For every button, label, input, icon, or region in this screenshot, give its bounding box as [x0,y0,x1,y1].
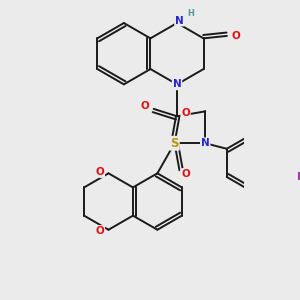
Text: O: O [95,167,104,177]
Text: O: O [181,169,190,179]
Text: N: N [201,138,210,148]
Text: H: H [187,9,194,18]
Text: O: O [231,31,240,41]
Text: S: S [170,137,179,150]
Text: F: F [297,172,300,182]
Text: N: N [172,80,182,89]
Text: N: N [175,16,184,26]
Text: O: O [141,101,149,111]
Text: O: O [181,108,190,118]
Text: O: O [95,226,104,236]
